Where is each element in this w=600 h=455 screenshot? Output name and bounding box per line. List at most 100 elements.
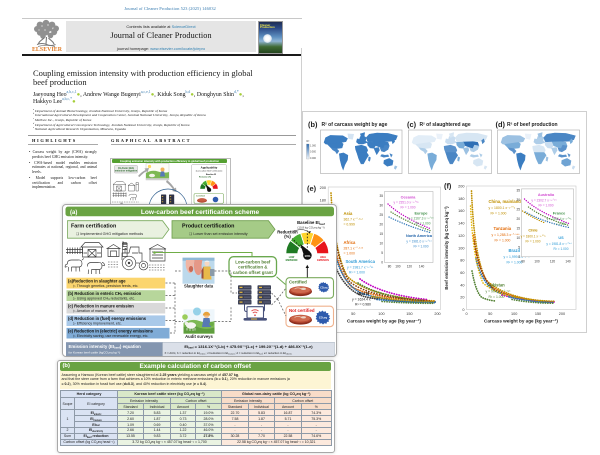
svg-text:25: 25 (516, 208, 520, 212)
svg-text:Certified: Certified (289, 279, 307, 284)
svg-text:France: France (552, 212, 564, 216)
svg-text:(a)Reduction in slaughter age: (a)Reduction in slaughter age (68, 278, 126, 283)
svg-text:for Korean beef cattle (kgCO₂e: for Korean beef cattle (kgCO₂eq kg⁻¹) (68, 350, 120, 354)
svg-text:y = 1981.7 x⁻¹·°³¹: y = 1981.7 x⁻¹·°³¹ (347, 266, 374, 270)
svg-text:15: 15 (516, 227, 520, 231)
svg-text:Applicability: Applicability (201, 166, 218, 170)
svg-text:60: 60 (460, 271, 464, 275)
svg-text:(c): (c) (407, 120, 417, 129)
svg-text:Australia: Australia (537, 193, 554, 197)
svg-text:20: 20 (516, 217, 520, 221)
svg-text:(e): (e) (307, 184, 317, 193)
svg-text:Slaughter data: Slaughter data (183, 283, 213, 288)
svg-text:0: 0 (381, 261, 383, 265)
svg-text:R² = 1.000: R² = 1.000 (488, 295, 504, 299)
svg-text:y = 1800.1 x⁻¹·°°²: y = 1800.1 x⁻¹·°°² (520, 235, 545, 239)
svg-text:▷ Using approved CH4 reductan: ▷ Using approved CH4 reductants, etc. (73, 296, 135, 301)
svg-text:R² of carcass weight by age: R² of carcass weight by age (321, 122, 387, 128)
svg-text:35: 35 (516, 189, 520, 193)
svg-text:R² = 1.000: R² = 1.000 (553, 247, 568, 251)
svg-text:Chile: Chile (528, 229, 537, 233)
svg-text:(b): (b) (308, 120, 318, 129)
svg-text:= 1.000: = 1.000 (555, 222, 566, 226)
svg-text:80: 80 (387, 265, 391, 269)
svg-text:World: World (357, 291, 369, 296)
svg-text:R² = 1.000: R² = 1.000 (525, 240, 540, 244)
svg-text:y = 1800.1 x⁻¹·°°²: y = 1800.1 x⁻¹·°°² (488, 206, 515, 210)
svg-text:R² of beef production: R² of beef production (507, 122, 558, 128)
svg-text:y = 2206.4 x⁻¹·°⁴¹: y = 2206.4 x⁻¹·°⁴¹ (546, 217, 571, 221)
svg-text:❑ Implemented GHG mitigation: ❑ Implemented GHG mitigation methods (76, 232, 143, 236)
svg-text:R² = 1.000: R² = 1.000 (538, 204, 553, 208)
svg-text:Carcass weight by age (kg year: Carcass weight by age (kg year⁻¹) (347, 319, 421, 324)
svg-text:(d): (d) (495, 120, 505, 129)
svg-text:Africa: Africa (343, 240, 356, 245)
svg-text:40: 40 (460, 283, 464, 287)
svg-text:(%): (%) (284, 234, 291, 239)
svg-text:Baseline EI: Baseline EI (206, 174, 217, 176)
svg-text:CO₂eq: CO₂eq (320, 287, 328, 289)
svg-text:LOW: LOW (288, 256, 294, 259)
svg-text:(d) Reduction in (fuel) energy: (d) Reduction in (fuel) energy emissions (68, 316, 147, 321)
svg-text:180: 180 (319, 198, 325, 202)
svg-text:y = 904.1 x⁻°·⁹³⁶: y = 904.1 x⁻°·⁹³⁶ (485, 290, 511, 294)
svg-text:10%: 10% (304, 254, 310, 258)
svg-text:15: 15 (379, 232, 383, 236)
svg-text:(c) Reduction in manure emissi: (c) Reduction in manure emission (68, 303, 134, 308)
svg-text:R² = 1.000: R² = 1.000 (506, 261, 522, 265)
svg-text:362.7 x⁻°·⁹¹⁴: 362.7 x⁻°·⁹¹⁴ (343, 218, 363, 222)
svg-text:US: US (558, 236, 564, 240)
svg-text:Audit surveys: Audit surveys (185, 334, 213, 339)
svg-text:0: 0 (465, 312, 467, 316)
svg-text:0: 0 (518, 255, 520, 259)
svg-text:▷ Efficiency improvement, etc: ▷ Efficiency improvement, etc. (73, 321, 122, 325)
svg-text:Baseline EIbeef: Baseline EIbeef (297, 220, 325, 226)
svg-text:Emission intensity (EIbeef) eq: Emission intensity (EIbeef) equation (68, 344, 141, 350)
svg-text:10: 10 (379, 242, 383, 246)
svg-text:80: 80 (521, 260, 525, 264)
svg-text:0: 0 (462, 308, 464, 312)
svg-text:y = 2167.3 x⁻¹·°⁴⁵: y = 2167.3 x⁻¹·°⁴⁵ (408, 217, 434, 221)
svg-text:R² = 1.000: R² = 1.000 (400, 206, 415, 210)
svg-text:(e) Reduction in (electric) en: (e) Reduction in (electric) energy emiss… (68, 328, 154, 333)
svg-text:Reduction (%): Reduction (%) (199, 176, 211, 179)
svg-text:200: 200 (558, 312, 564, 316)
svg-text:50: 50 (488, 312, 492, 316)
svg-text:140: 140 (458, 222, 464, 226)
svg-text:150: 150 (406, 312, 412, 316)
svg-text:y = 1,999.3 x⁻¹·°³⁵: y = 1,999.3 x⁻¹·°³⁵ (503, 255, 531, 259)
svg-text:Tanzania: Tanzania (493, 226, 511, 231)
svg-text:100: 100 (378, 312, 384, 316)
svg-text:Brazil: Brazil (508, 248, 519, 253)
svg-text:30: 30 (379, 204, 383, 208)
svg-text:50: 50 (351, 312, 355, 316)
svg-text:(Low-Carbon Beef Certification: (Low-Carbon Beef Certification) (196, 170, 223, 173)
svg-text:y = 1,288.3 x⁻°·⁹⁶⁶: y = 1,288.3 x⁻°·⁹⁶⁶ (491, 233, 520, 237)
svg-text:Pakistan: Pakistan (487, 283, 505, 288)
svg-text:100: 100 (395, 265, 401, 269)
svg-text:100: 100 (458, 246, 464, 250)
svg-text:= 1.000: = 1.000 (343, 252, 355, 256)
svg-text:140: 140 (565, 260, 571, 264)
svg-text:R²: R² (306, 139, 309, 143)
svg-text:(10.8 kg CO₂eq kg⁻¹): (10.8 kg CO₂eq kg⁻¹) (297, 225, 324, 229)
svg-text:5: 5 (381, 251, 383, 255)
svg-text:y = 1981.0 x⁻¹·°⁴⁴: y = 1981.0 x⁻¹·°⁴⁴ (406, 240, 432, 244)
svg-text:CO₂eq: CO₂eq (318, 315, 327, 319)
svg-text:120: 120 (549, 260, 555, 264)
svg-text:North America: North America (405, 234, 432, 238)
svg-text:R² = 1.000: R² = 1.000 (494, 239, 510, 243)
svg-text:Low-carbon beef: Low-carbon beef (235, 259, 271, 264)
svg-text:y = 1624.4 x⁻°·⁹³°: y = 1624.4 x⁻°·⁹³° (352, 298, 379, 302)
svg-text:y = 1981.8 x⁻¹·°⁴⁴: y = 1981.8 x⁻¹·°⁴⁴ (546, 242, 572, 246)
svg-text:certification &: certification & (238, 264, 268, 269)
svg-text:5: 5 (518, 246, 520, 250)
svg-text:Certified: Certified (196, 195, 206, 198)
svg-text:180: 180 (458, 197, 464, 201)
svg-text:Reduction: Reduction (277, 229, 298, 234)
svg-text:South America: South America (345, 259, 375, 264)
svg-text:(f): (f) (444, 182, 452, 191)
svg-text:EIbeef = 1316.1X⁻¹(1-b) + 475.: EIbeef = 1316.1X⁻¹(1-b) + 475.9X⁻¹(1-c) … (184, 344, 313, 350)
svg-text:140: 140 (418, 265, 424, 269)
svg-text:y = 2302.7 x⁻¹·°⁴⁹: y = 2302.7 x⁻¹·°⁴⁹ (531, 199, 557, 203)
